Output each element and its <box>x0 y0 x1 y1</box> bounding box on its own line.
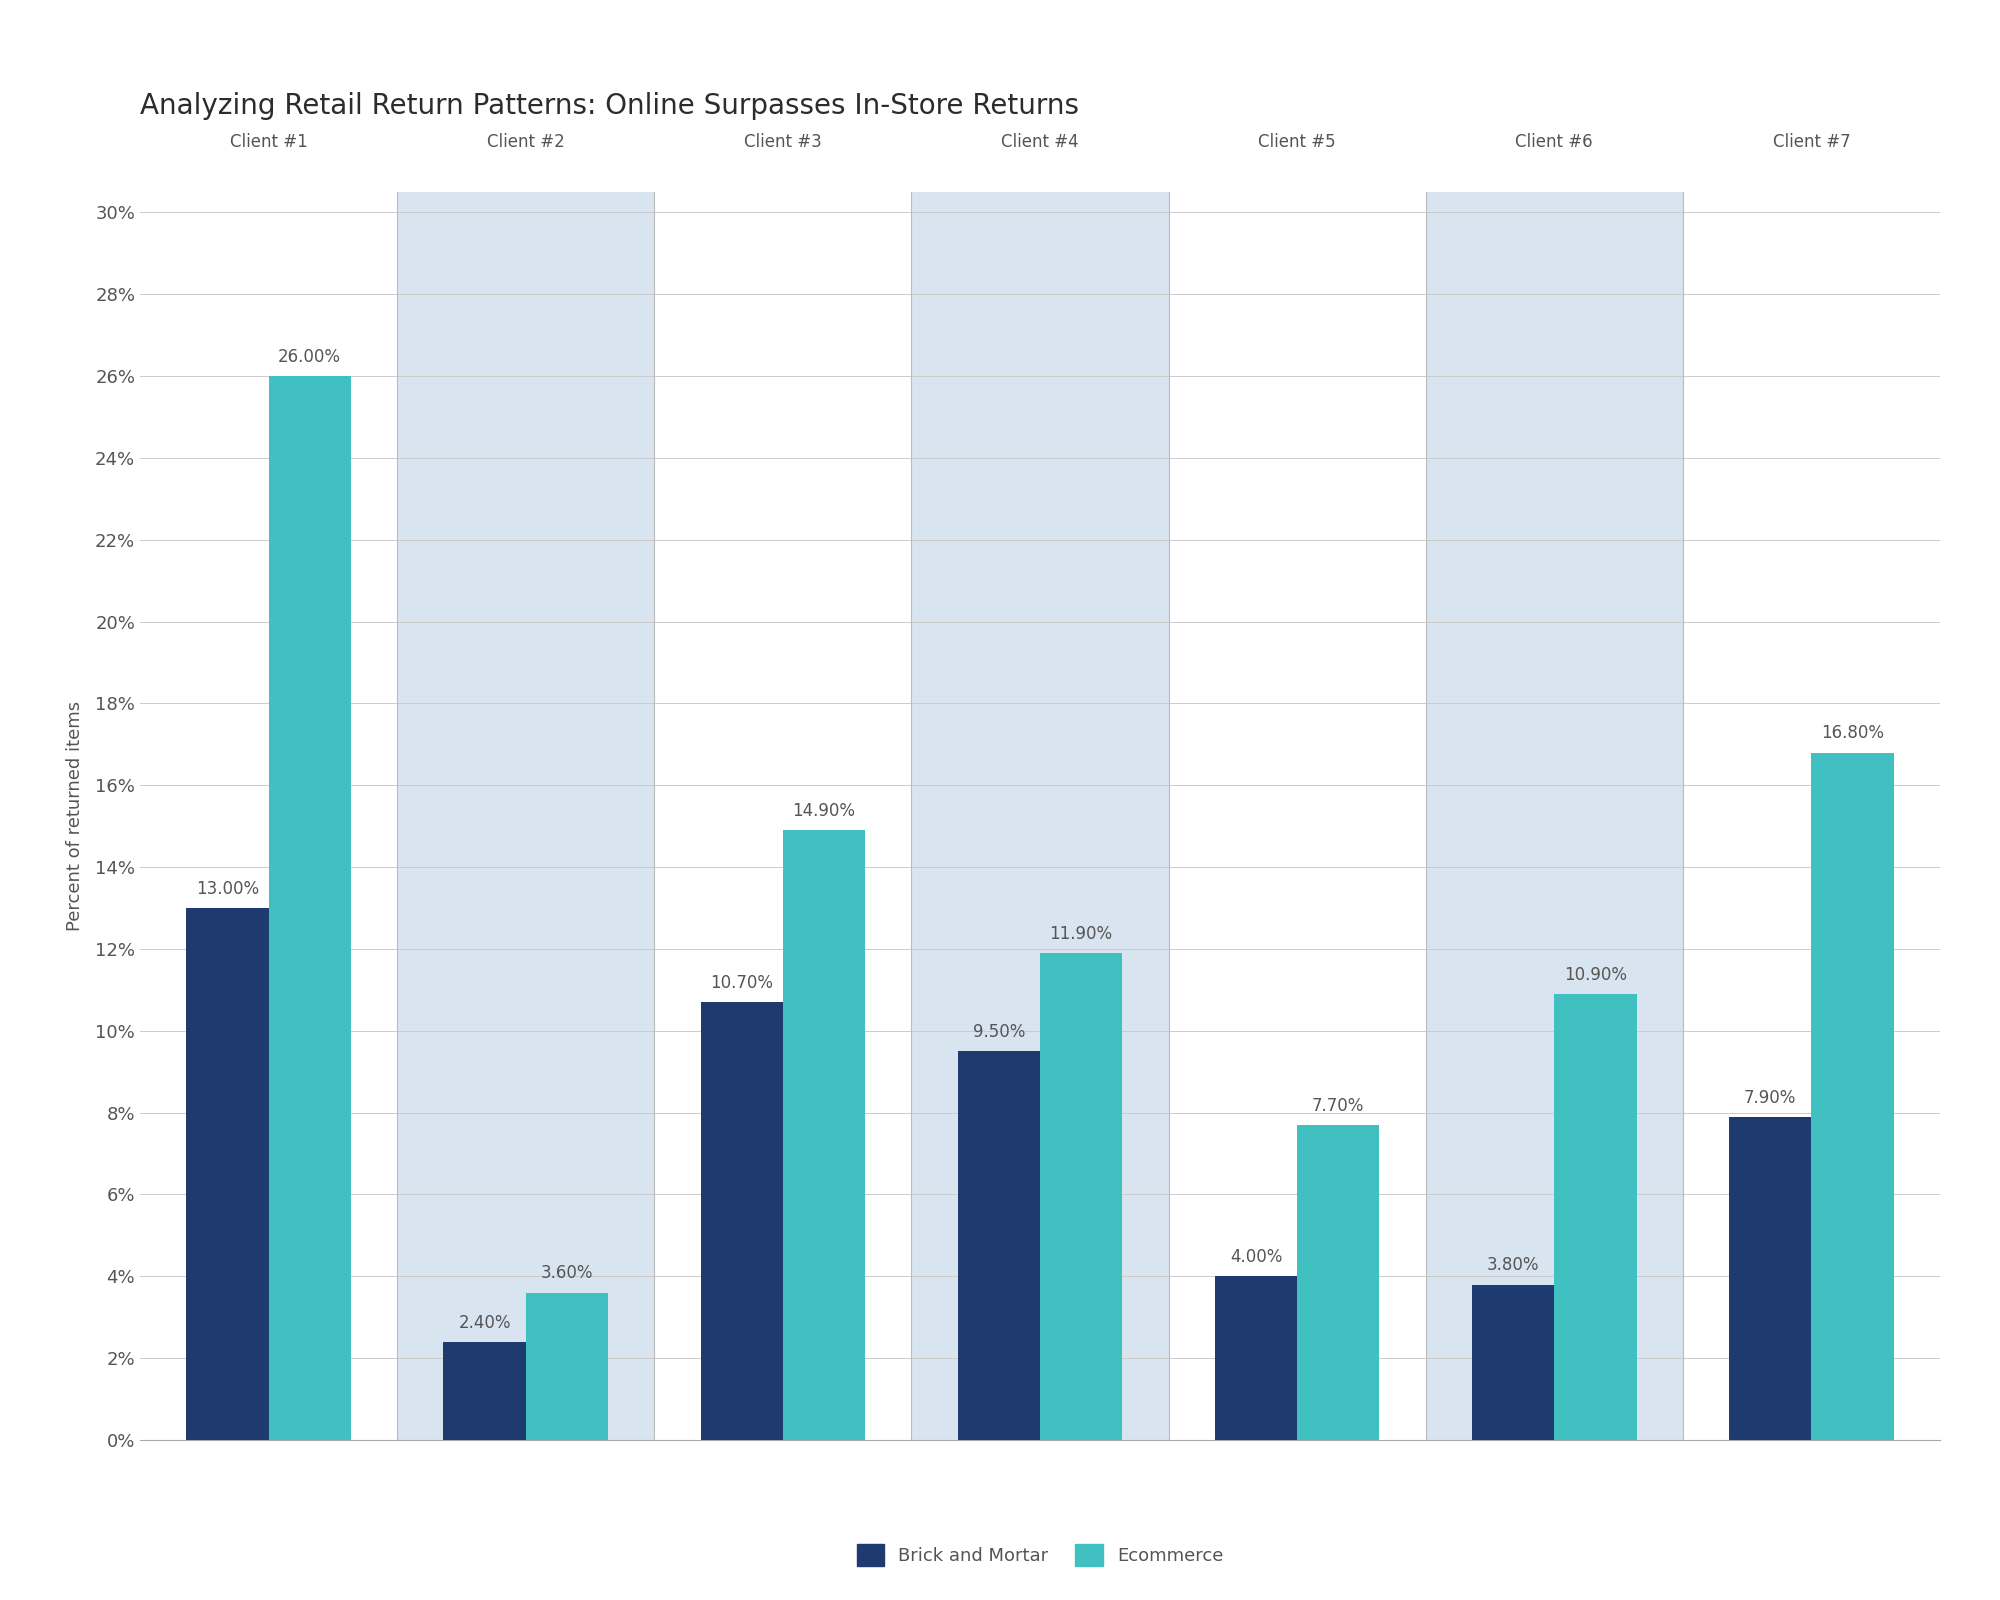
Text: 9.50%: 9.50% <box>972 1022 1026 1042</box>
Bar <box>186 909 268 1440</box>
Text: 14.90%: 14.90% <box>792 802 856 821</box>
Text: 16.80%: 16.80% <box>1822 725 1884 742</box>
Bar <box>1426 192 1682 1440</box>
Bar <box>782 830 866 1440</box>
Bar <box>1040 954 1122 1440</box>
Text: 4.00%: 4.00% <box>1230 1248 1282 1266</box>
Text: 10.90%: 10.90% <box>1564 966 1626 984</box>
Bar <box>268 376 350 1440</box>
Bar <box>1298 1125 1380 1440</box>
Bar <box>1472 1285 1554 1440</box>
Text: 11.90%: 11.90% <box>1050 925 1112 942</box>
Bar <box>958 1051 1040 1440</box>
Text: 13.00%: 13.00% <box>196 880 258 898</box>
Bar <box>140 192 398 1440</box>
Legend: Brick and Mortar, Ecommerce: Brick and Mortar, Ecommerce <box>848 1534 1232 1574</box>
Bar <box>526 1293 608 1440</box>
Bar <box>398 192 654 1440</box>
Text: 26.00%: 26.00% <box>278 347 342 366</box>
Bar <box>1730 1117 1812 1440</box>
Text: 3.60%: 3.60% <box>540 1264 594 1283</box>
Bar <box>1168 192 1426 1440</box>
Text: Client #2: Client #2 <box>486 133 564 150</box>
Bar <box>1682 192 1940 1440</box>
Bar <box>654 192 912 1440</box>
Text: Client #5: Client #5 <box>1258 133 1336 150</box>
Text: Analyzing Retail Return Patterns: Online Surpasses In-Store Returns: Analyzing Retail Return Patterns: Online… <box>140 91 1080 120</box>
Text: 3.80%: 3.80% <box>1486 1256 1540 1274</box>
Text: Client #3: Client #3 <box>744 133 822 150</box>
Text: 2.40%: 2.40% <box>458 1314 510 1331</box>
Bar <box>1812 752 1894 1440</box>
Bar <box>1554 994 1636 1440</box>
Text: 10.70%: 10.70% <box>710 974 774 992</box>
Bar <box>444 1342 526 1440</box>
Y-axis label: Percent of returned items: Percent of returned items <box>66 701 84 931</box>
Text: Client #4: Client #4 <box>1002 133 1078 150</box>
Text: Client #7: Client #7 <box>1772 133 1850 150</box>
Bar <box>912 192 1168 1440</box>
Text: 7.90%: 7.90% <box>1744 1088 1796 1107</box>
Bar <box>700 1002 782 1440</box>
Text: 7.70%: 7.70% <box>1312 1096 1364 1115</box>
Bar <box>1214 1277 1298 1440</box>
Text: Client #6: Client #6 <box>1516 133 1594 150</box>
Text: Client #1: Client #1 <box>230 133 308 150</box>
